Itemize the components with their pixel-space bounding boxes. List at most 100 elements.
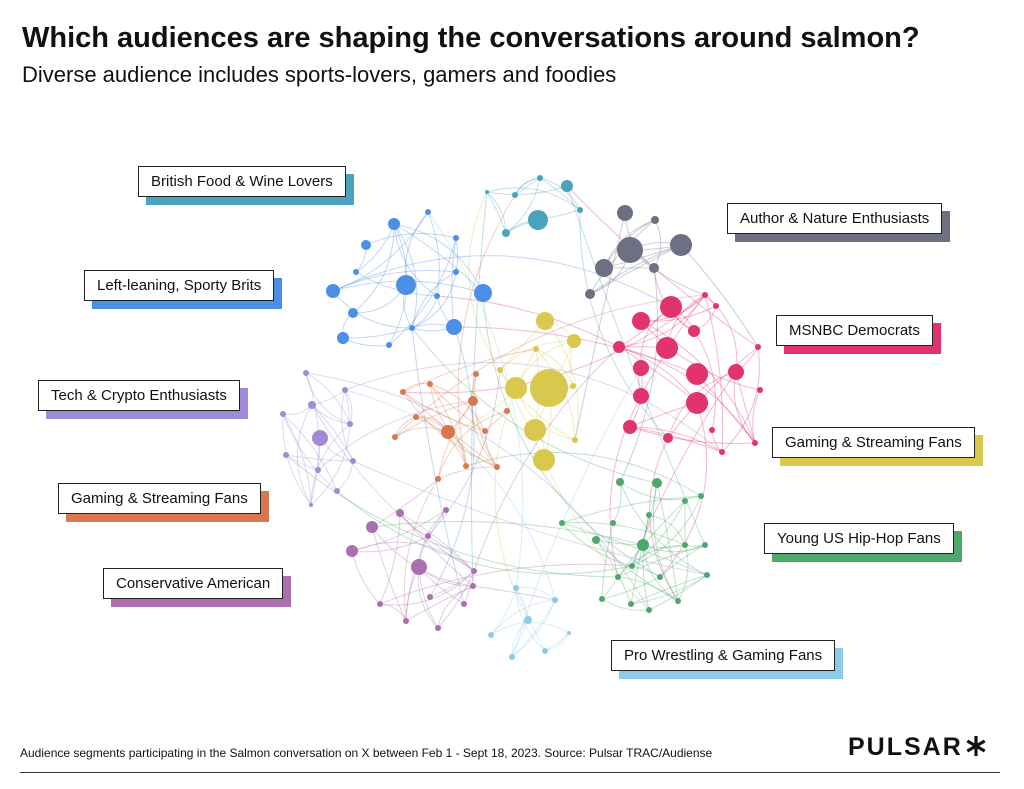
network-edge [648,514,686,546]
network-node [435,625,441,631]
network-edge [341,389,354,462]
network-edge [619,267,658,483]
network-edge [342,327,413,339]
network-node [366,521,378,533]
network-edge [399,512,475,572]
network-edge [411,271,457,329]
network-edge [505,177,541,234]
network-edge [544,632,570,652]
network-node [577,207,583,213]
network-edge [642,544,679,602]
network-node [528,210,548,230]
network-edge [490,587,517,636]
network-edge [486,185,568,195]
network-node [350,458,356,464]
network-edge [285,454,354,462]
network-node [453,235,459,241]
network-node [388,218,400,230]
network-edge [394,294,706,438]
network-edge [659,544,706,578]
label-box: Author & Nature Enthusiasts [727,203,943,234]
label-box: Gaming & Streaming Fans [58,483,261,514]
network-edge [617,500,686,578]
network-edge [282,413,312,506]
network-edge [427,535,475,572]
network-edge [355,271,438,297]
network-node [280,411,286,417]
network-edge [649,437,679,602]
network-node [628,601,634,607]
network-node [392,434,398,440]
network-node [559,520,565,526]
network-node [595,259,613,277]
network-node [485,190,489,194]
network-edge [429,383,486,432]
network-node [396,275,416,295]
network-node [536,312,554,330]
network-edge [437,410,508,480]
network-node [361,240,371,250]
subtitle: Diverse audience includes sports-lovers,… [22,62,617,87]
label-box: Tech & Crypto Enthusiasts [38,380,240,411]
network-edge [411,327,465,605]
network-edge [379,512,401,605]
segment-label: Tech & Crypto Enthusiasts [38,380,248,419]
network-edge [403,478,439,622]
network-node [425,209,431,215]
network-node [632,312,650,330]
network-edge [282,413,338,492]
network-node [494,464,500,470]
network-node [537,175,543,181]
network-edge [311,404,475,572]
network-edge [411,327,658,484]
network-node [623,420,637,434]
network-node [524,419,546,441]
network-edge [418,566,474,587]
network-node [283,452,289,458]
network-edge [473,346,620,572]
network-edge [379,563,633,605]
network-edge [667,346,759,439]
network-node [505,377,527,399]
network-node [637,539,649,551]
network-node [613,341,625,353]
segment-label: Gaming & Streaming Fans [58,483,269,522]
label-box: Young US Hip-Hop Fans [764,523,954,554]
network-edge [468,191,501,371]
network-edge [470,191,488,587]
network-node [688,325,700,337]
network-edge [365,233,457,246]
network-node [657,574,663,580]
network-edge [511,599,556,658]
segment-label: Young US Hip-Hop Fans [764,523,962,562]
network-edge [752,389,761,444]
network-edge [344,389,353,425]
network-edge [429,383,467,467]
network-edge [609,395,642,578]
network-node [757,387,763,393]
network-edge [427,369,501,537]
network-node [473,371,479,377]
network-edge [511,599,556,658]
network-node [649,263,659,273]
network-edge [561,522,633,567]
network-edge [429,383,486,432]
network-node [453,269,459,275]
network-node [342,387,348,393]
network-edge [427,211,440,297]
network-node [353,269,359,275]
network-edge [511,367,642,658]
network-edge [486,191,507,234]
network-edge [371,526,407,622]
network-edge [296,404,313,506]
network-edge [601,522,614,600]
network-node [617,237,643,263]
label-box: Conservative American [103,568,284,599]
network-node [425,533,431,539]
network-edge [561,522,708,576]
network-node [337,332,349,344]
network-edge [305,372,351,425]
network-node [675,598,681,604]
